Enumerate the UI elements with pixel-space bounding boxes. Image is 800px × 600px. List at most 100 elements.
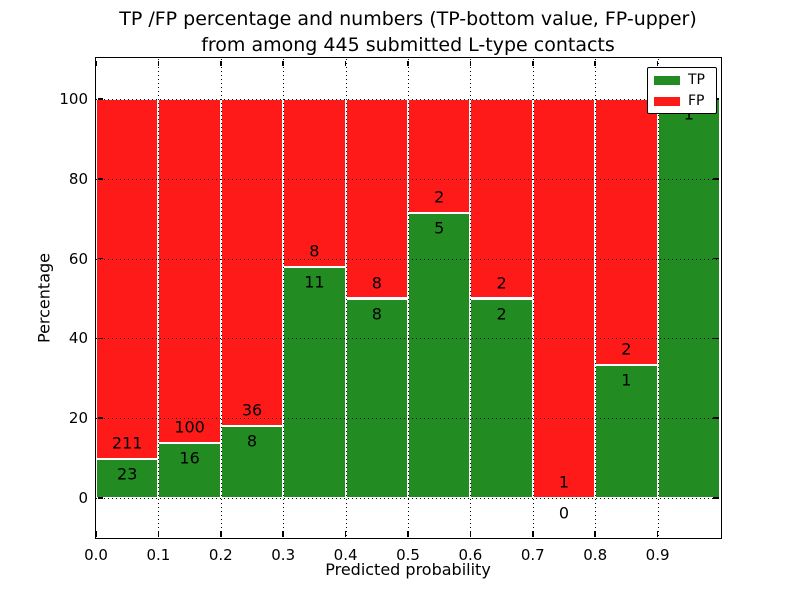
x-tick-mark-top — [532, 60, 534, 66]
y-tick-mark — [97, 257, 103, 260]
y-tick-mark — [97, 497, 103, 499]
x-tick-mark-top — [407, 60, 409, 66]
x-tick-label: 0.3 — [271, 546, 296, 564]
y-tick-mark-right — [713, 177, 719, 180]
x-tick-label: 0.9 — [645, 546, 670, 564]
bar-tp-segment — [283, 267, 346, 499]
y-tick-mark — [97, 337, 103, 340]
bar-tp-count-label: 0 — [558, 503, 570, 523]
x-tick-mark — [656, 531, 659, 537]
x-gridline — [158, 59, 160, 538]
bar-tp-count-label: 16 — [179, 448, 200, 468]
bar-fp-segment — [220, 98, 284, 426]
bar-tp-segment — [158, 443, 221, 499]
bar-fp-count-label: 211 — [111, 433, 143, 453]
y-tick-label: 40 — [68, 329, 88, 348]
x-gridline — [595, 59, 597, 538]
y-tick-mark-right — [713, 417, 719, 420]
x-tick-label: 0.0 — [84, 546, 108, 564]
x-tick-mark-top — [282, 60, 284, 66]
x-tick-mark-top — [157, 60, 160, 66]
x-tick-mark-top — [220, 60, 222, 66]
y-tick-mark-right — [713, 337, 719, 340]
y-tick-mark — [97, 417, 103, 420]
x-tick-label: 0.5 — [396, 546, 420, 564]
legend: TP FP — [647, 67, 717, 114]
bar-fp-count-label: 100 — [174, 417, 205, 437]
y-tick-mark — [97, 177, 103, 180]
bar-fp-segment — [595, 98, 658, 366]
x-tick-label: 0.2 — [208, 546, 233, 564]
bar-fp-count-label: 8 — [309, 241, 320, 261]
y-tick-label: 100 — [59, 89, 88, 108]
bar-tp-segment — [345, 298, 408, 499]
bar-tp-count-label: 2 — [496, 304, 507, 323]
bar-tp-segment — [470, 298, 533, 499]
x-tick-mark — [282, 531, 284, 537]
bar-tp-count-label: 8 — [246, 431, 258, 450]
bar-fp-segment — [96, 98, 159, 459]
x-gridline — [345, 59, 347, 538]
bar-tp-segment — [595, 365, 658, 499]
x-gridline — [220, 59, 222, 538]
bar-fp-count-label: 1 — [558, 472, 570, 492]
y-tick-label: 0 — [78, 489, 88, 508]
y-tick-label: 80 — [68, 169, 88, 188]
legend-swatch-fp — [654, 96, 680, 106]
x-gridline — [408, 59, 409, 538]
x-tick-label: 0.8 — [583, 546, 608, 564]
x-axis-label: Predicted probability — [325, 560, 491, 579]
x-gridline — [532, 59, 534, 538]
x-tick-mark-top — [594, 60, 596, 66]
x-tick-mark — [220, 531, 222, 537]
bar-fp-count-label: 36 — [241, 400, 263, 419]
bar-tp-count-label: 23 — [117, 464, 138, 484]
x-tick-label: 0.7 — [520, 546, 545, 564]
legend-item-fp: FP — [654, 94, 710, 108]
y-tick-mark — [97, 98, 103, 100]
x-tick-mark-top — [344, 60, 347, 66]
x-tick-mark-top — [95, 60, 97, 66]
bar-fp-segment — [532, 98, 596, 499]
bar-tp-count-label: 5 — [434, 218, 445, 238]
x-tick-mark — [594, 531, 596, 537]
bar-tp-segment — [657, 98, 720, 499]
x-tick-label: 0.6 — [458, 546, 483, 564]
bar-tp-segment — [96, 458, 159, 499]
bar-fp-segment — [158, 98, 221, 444]
bar-fp-count-label: 8 — [371, 273, 382, 292]
bar-tp-count-label: 11 — [304, 272, 325, 292]
x-tick-mark — [157, 531, 160, 537]
x-gridline — [283, 59, 285, 538]
x-tick-mark-top — [469, 60, 472, 66]
bar-fp-segment — [470, 98, 533, 299]
x-gridline — [657, 59, 659, 538]
bar-tp-segment — [408, 212, 471, 499]
bar-fp-count-label: 2 — [434, 187, 445, 207]
bar-fp-count-label: 2 — [621, 339, 632, 359]
x-tick-mark — [407, 531, 409, 537]
chart-title: TP /FP percentage and numbers (TP-bottom… — [119, 6, 697, 58]
legend-label-fp: FP — [688, 93, 705, 109]
legend-label-tp: TP — [688, 72, 705, 88]
x-gridline — [470, 59, 472, 538]
bar-fp-count-label: 2 — [496, 273, 507, 292]
y-tick-mark-right — [713, 497, 719, 499]
x-tick-mark-top — [656, 60, 659, 66]
x-tick-label: 0.4 — [333, 546, 358, 564]
legend-swatch-tp — [654, 75, 680, 85]
y-axis-label: Percentage — [34, 252, 54, 344]
bar-fp-segment — [345, 98, 408, 299]
bar-tp-segment — [220, 425, 284, 499]
x-tick-mark — [469, 531, 472, 537]
x-tick-label: 0.1 — [146, 546, 171, 564]
y-tick-mark-right — [713, 257, 719, 260]
y-tick-label: 20 — [68, 409, 88, 428]
x-tick-mark — [95, 531, 97, 537]
bar-tp-count-label: 8 — [371, 304, 382, 323]
y-tick-label: 60 — [68, 249, 88, 268]
chart-title-line1: TP /FP percentage and numbers (TP-bottom… — [119, 8, 697, 30]
bar-tp-count-label: 1 — [621, 370, 632, 390]
chart-title-line2: from among 445 submitted L-type contacts — [201, 34, 615, 56]
